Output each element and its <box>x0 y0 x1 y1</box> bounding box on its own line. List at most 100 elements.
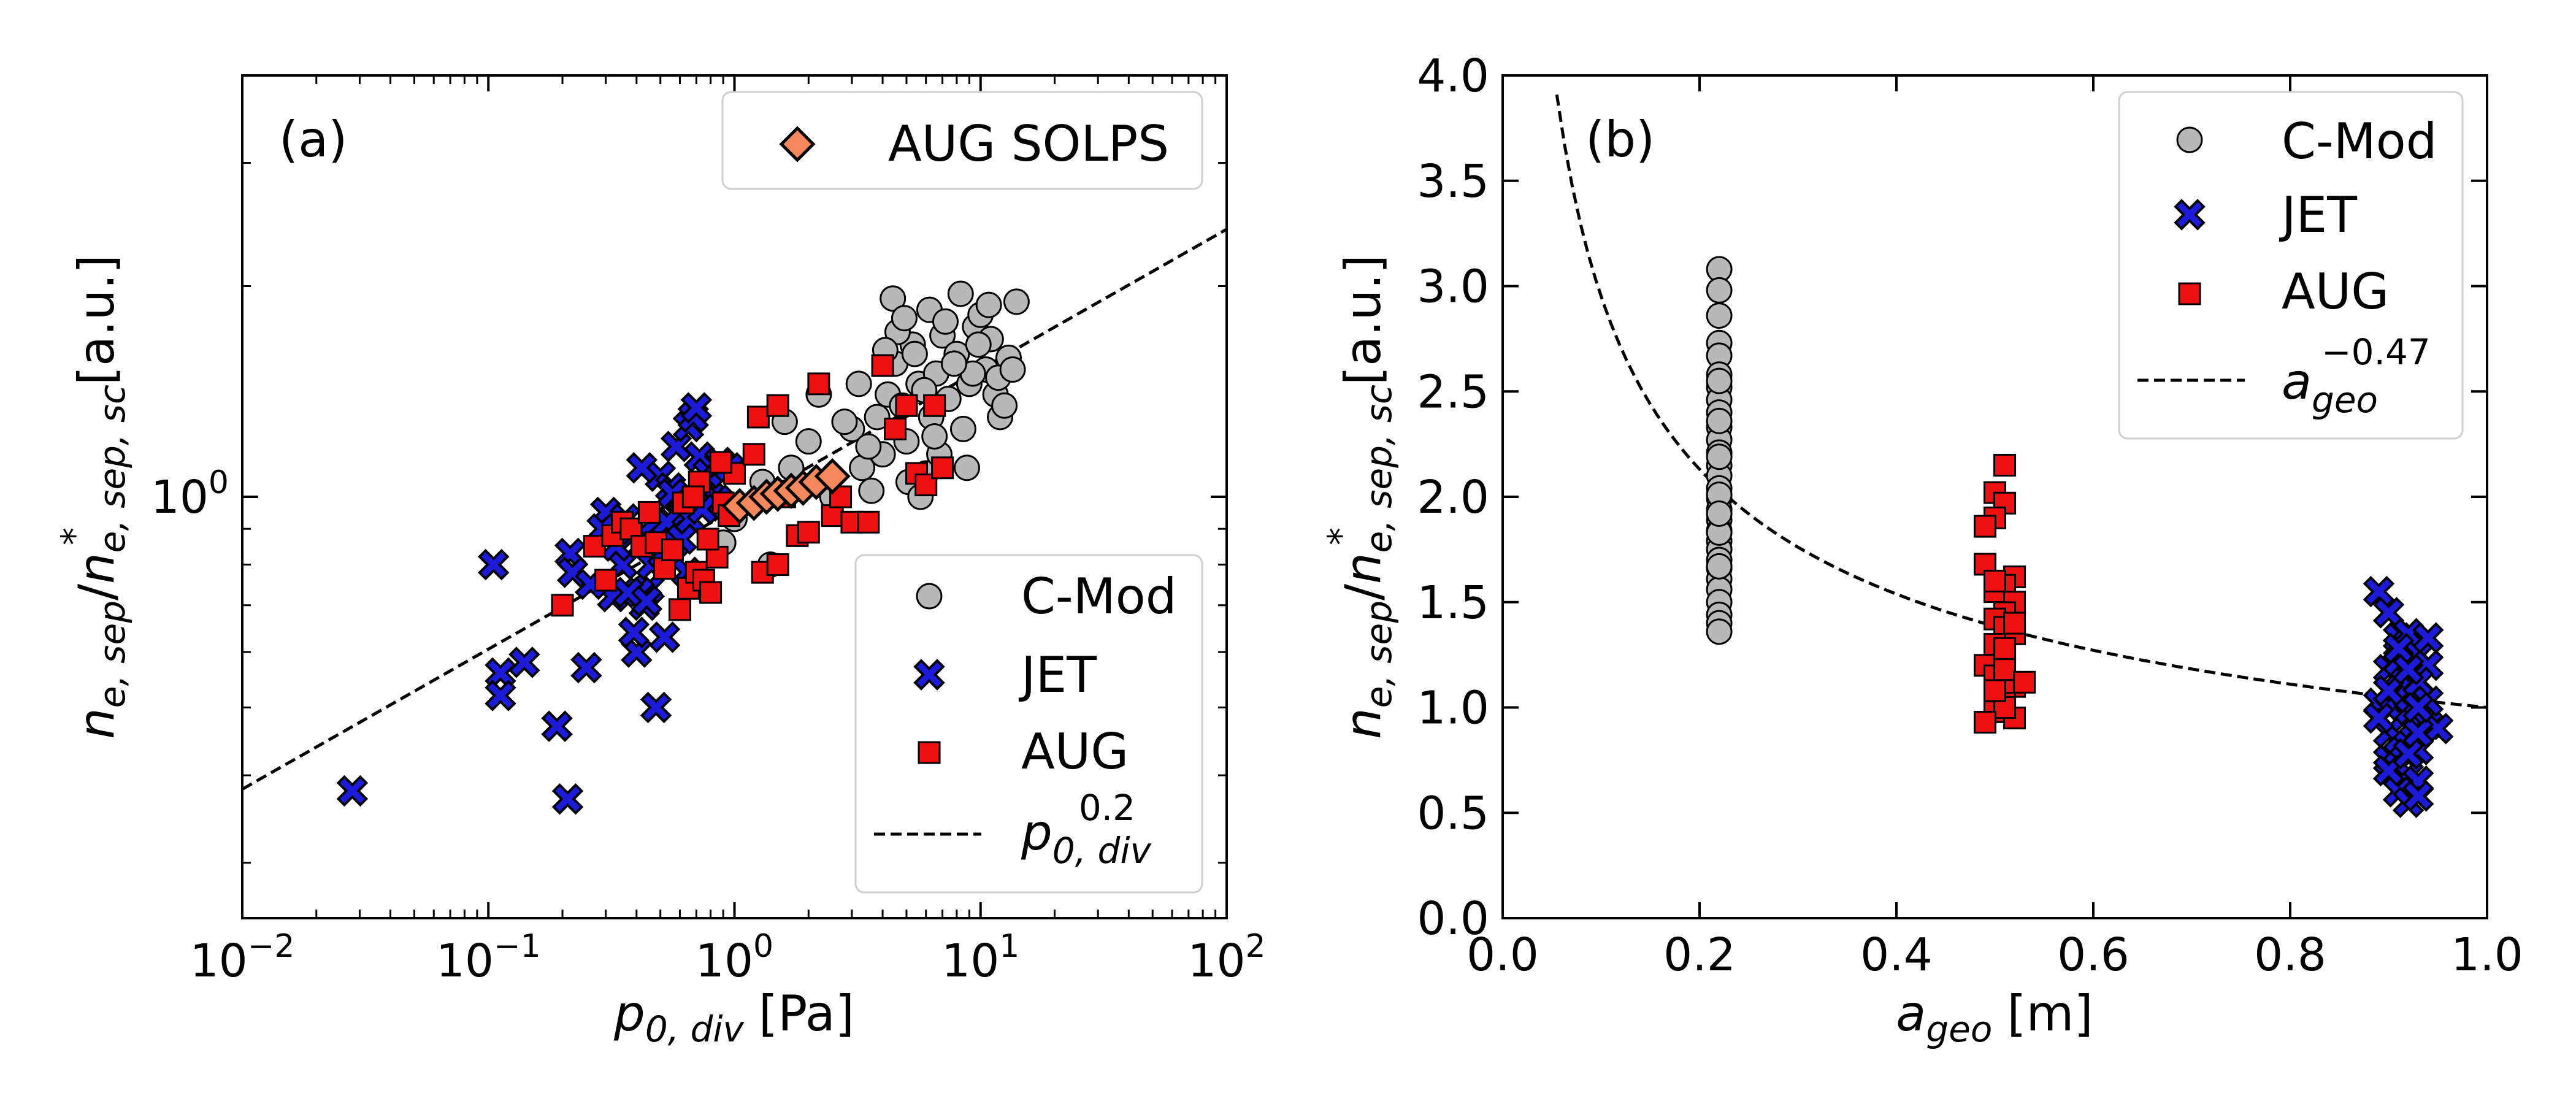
y-tick-label-b: 0.5 <box>1417 787 1489 840</box>
point-a-c-mod <box>891 305 918 332</box>
point-a-jet <box>643 695 669 720</box>
x-tick-label-b: 0.2 <box>1663 929 1736 981</box>
x-tick-label-a: 101 <box>941 928 1019 987</box>
point-b-c-mod <box>1706 553 1733 580</box>
point-a-c-mod <box>940 350 967 377</box>
point-b-aug <box>1993 658 2017 681</box>
point-a-aug <box>637 500 661 524</box>
point-b-aug <box>2013 670 2036 694</box>
point-a-jet <box>652 624 677 650</box>
point-a-c-mod <box>858 477 885 504</box>
point-b-jet <box>2415 626 2440 651</box>
legend-marker-aug-solps <box>779 126 816 163</box>
point-a-c-mod <box>831 408 858 435</box>
point-a-aug <box>742 443 765 466</box>
point-a-aug <box>884 417 907 440</box>
x-tick-label-b: 1.0 <box>2451 929 2523 981</box>
point-a-aug <box>594 569 618 592</box>
y-tick-label-a: 100 <box>151 464 229 524</box>
markers-a-group <box>336 280 1030 815</box>
x-tick-label-a: 10−1 <box>436 928 541 987</box>
point-a-jet <box>481 552 506 577</box>
y-tick-label-b: 2.5 <box>1417 366 1489 418</box>
point-a-c-mod <box>845 370 872 397</box>
panel-label-b: (b) <box>1585 111 1655 168</box>
legend-bottom-a-frame <box>854 554 1203 894</box>
point-a-c-mod <box>795 428 822 455</box>
point-a-jet <box>512 650 537 675</box>
legend-fit-a-sup: 0.2 <box>1079 787 1135 829</box>
point-b-aug <box>1993 637 2017 660</box>
x-label-b-unit: [m] <box>2007 985 2093 1042</box>
ticks-a-group: 10−2 10−1 100 101 102 100 <box>151 74 1266 987</box>
point-a-jet <box>488 683 513 708</box>
point-b-jet <box>2376 678 2401 703</box>
legend-label-jet-a: JET <box>1018 646 1097 703</box>
y-label-a-slash: / <box>68 584 125 600</box>
legend-marker-jet-a <box>916 662 942 688</box>
x-tick-label-b: 0.4 <box>1860 929 1933 981</box>
point-a-c-mod <box>947 280 974 307</box>
point-a-jet <box>488 661 513 686</box>
legend-marker-aug-b <box>2178 282 2201 305</box>
point-a-c-mod <box>880 285 907 312</box>
point-b-jet <box>2376 758 2401 783</box>
point-b-jet <box>2405 695 2431 720</box>
x-axis-label-b: ageo [m] <box>1896 985 2093 1050</box>
point-a-jet <box>634 588 659 613</box>
point-b-jet <box>2386 636 2411 661</box>
point-a-aug <box>709 451 732 474</box>
x-axis-label-a: p0, div [Pa] <box>613 985 854 1050</box>
x-tick-label-b: 0.0 <box>1466 929 1539 981</box>
y-label-b-var2: n <box>1335 553 1392 584</box>
x-label-a-unit: [Pa] <box>759 985 854 1042</box>
point-a-c-mod <box>1003 288 1030 315</box>
point-a-c-mod <box>949 415 976 442</box>
point-b-c-mod <box>1706 443 1733 470</box>
y-label-a-sub2: e, sep, sc <box>91 385 133 553</box>
x-tick-label-b: 0.8 <box>2254 929 2326 981</box>
point-a-c-mod <box>991 392 1018 419</box>
legend-label-jet-b: JET <box>2279 186 2358 243</box>
point-a-aug <box>821 504 844 527</box>
ticks-b-group: 0.0 0.2 0.4 0.6 0.8 1.0 0.0 0.5 1.0 1.5 2.0 2.5 3.0 3… <box>1417 50 2523 981</box>
point-a-aug <box>766 553 789 577</box>
point-b-aug <box>1984 569 2006 592</box>
y-label-b-slash: / <box>1335 584 1392 600</box>
point-b-c-mod <box>1706 367 1733 394</box>
point-a-jet <box>545 714 570 739</box>
y-label-b-var1: n <box>1335 708 1392 739</box>
legend-fit-b-sub: geo <box>2312 379 2378 421</box>
point-a-c-mod <box>953 454 980 481</box>
point-a-aug <box>746 405 770 429</box>
legend-label-cmod-a: C-Mod <box>1021 568 1176 625</box>
point-b-jet <box>2376 600 2401 625</box>
legend-fit-b-sup: −0.47 <box>2321 331 2431 373</box>
y-label-b-sub2: e, sep, sc <box>1358 385 1400 553</box>
legend-label-aug-b: AUG <box>2282 263 2389 320</box>
legend-fit-a-var: p <box>1021 804 1052 861</box>
point-a-jet <box>340 778 365 803</box>
point-a-aug <box>551 594 574 617</box>
point-a-c-mod <box>855 433 882 460</box>
y-label-b-sub1: e, sep <box>1358 600 1400 708</box>
point-b-aug <box>1973 515 1996 538</box>
point-b-jet <box>2405 783 2431 808</box>
point-b-c-mod <box>1706 407 1733 434</box>
legend-top-a: AUG SOLPS <box>721 91 1203 190</box>
y-label-b-star: * <box>1320 527 1362 545</box>
point-b-jet <box>2366 705 2391 730</box>
x-tick-label-a: 100 <box>696 928 773 987</box>
legend-b: C-Mod JET AUG ageo −0.47 <box>2118 91 2464 440</box>
panel-a: 10−2 10−1 100 101 102 100 (a) AUG SOLPS C-Mod… <box>53 74 1266 1050</box>
point-b-jet <box>2405 720 2431 745</box>
point-a-aug <box>807 372 830 396</box>
point-b-jet <box>2396 741 2421 767</box>
point-b-aug <box>1993 453 2017 477</box>
point-b-c-mod <box>1706 618 1733 645</box>
x-label-b-var: a <box>1896 985 1926 1042</box>
legend-marker-cmod-a <box>916 583 943 610</box>
y-axis-label-a: ne, sep/ne, sep, sc*[a.u.] <box>53 255 133 739</box>
point-b-aug <box>2003 611 2026 635</box>
point-a-c-mod <box>864 404 891 431</box>
